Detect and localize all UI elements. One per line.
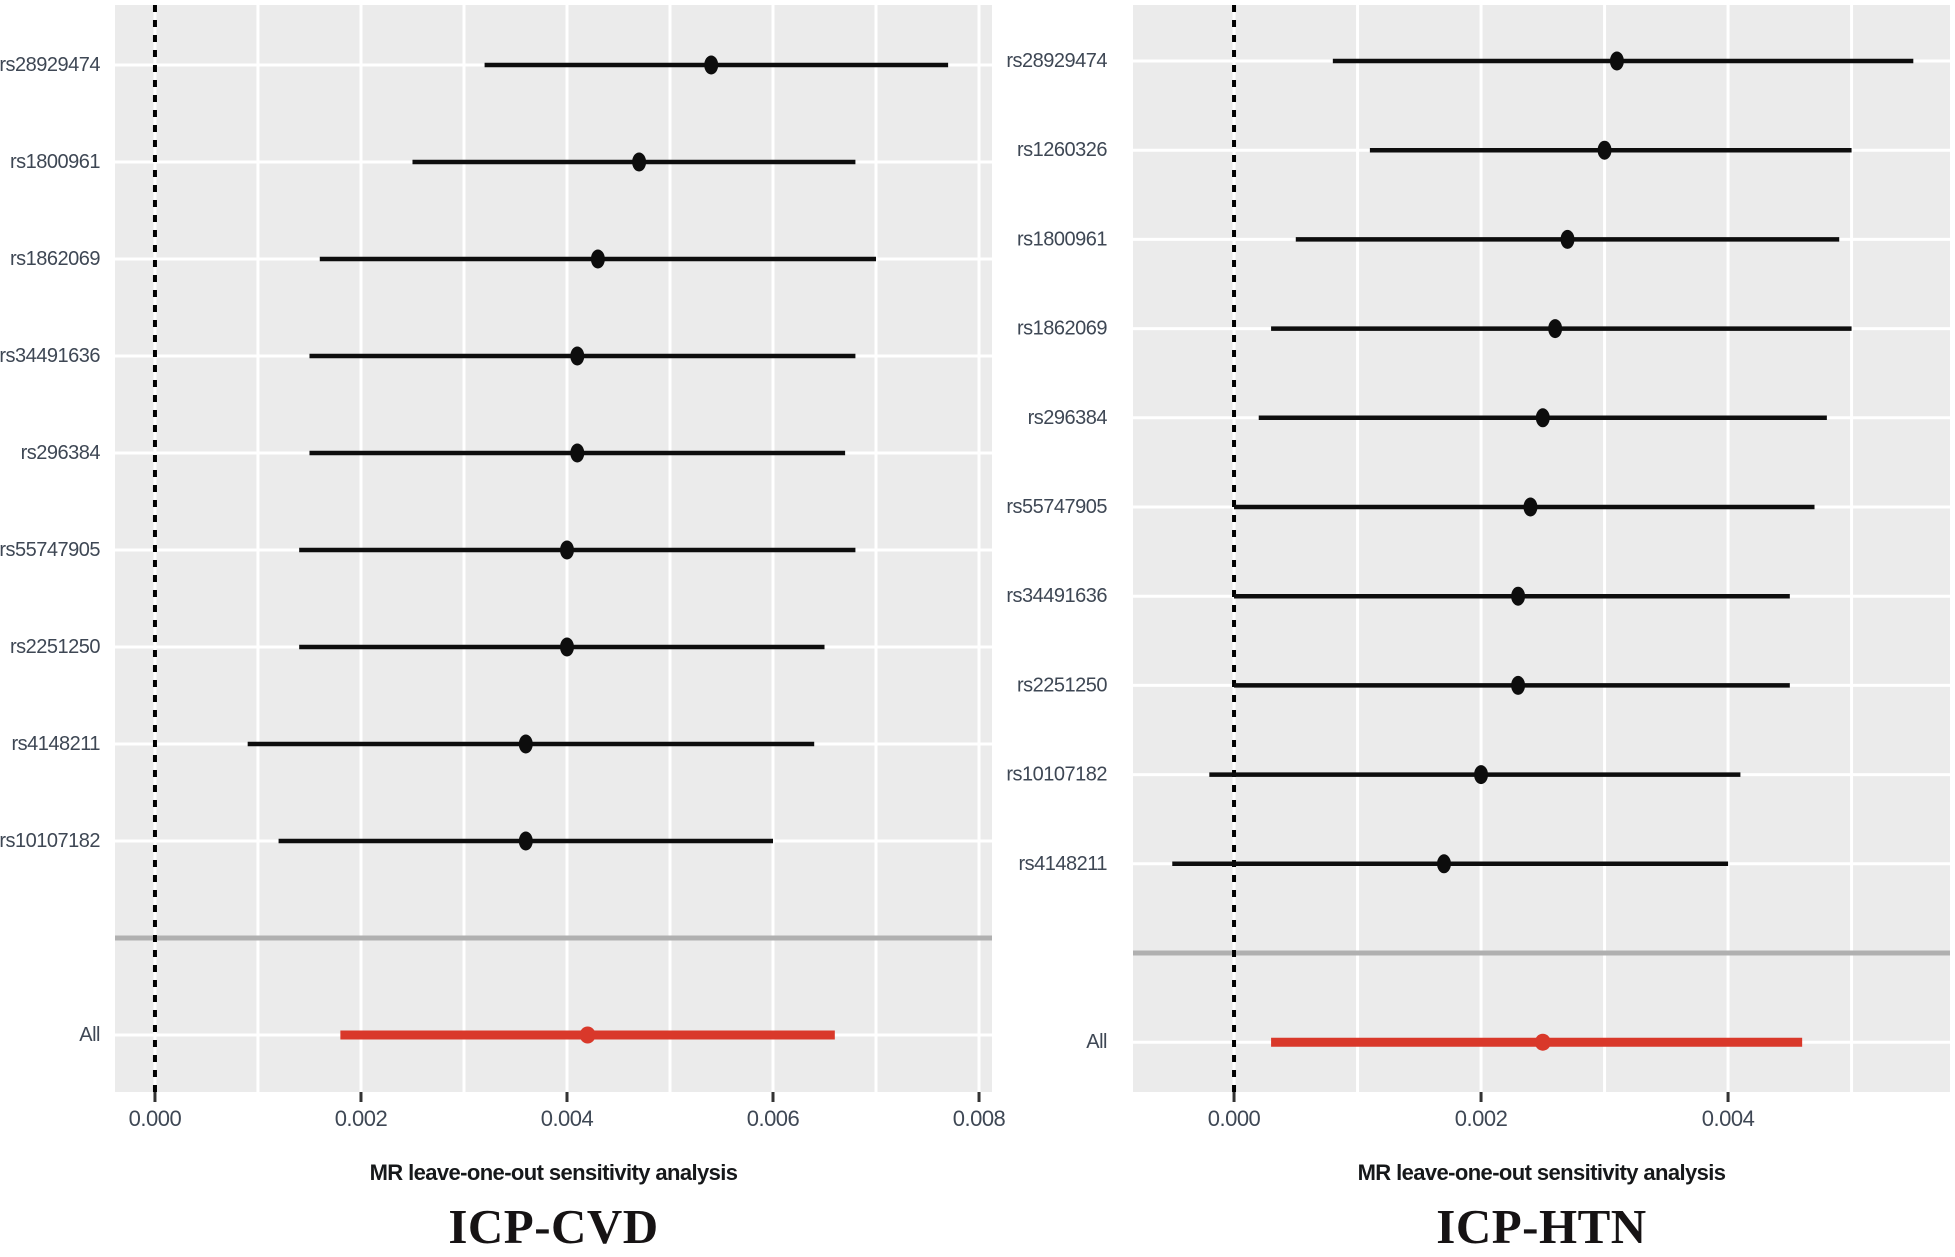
point-estimate-marker [518, 734, 533, 754]
point-estimate-marker [1523, 497, 1538, 517]
forest-row: rs2251250 [10, 636, 825, 658]
y-axis-label: rs1260326 [1017, 139, 1107, 161]
forest-row: rs1862069 [1017, 318, 1852, 340]
y-axis-label: rs10107182 [0, 830, 100, 852]
forest-row: rs28929474 [0, 54, 949, 76]
point-estimate-marker [1609, 51, 1624, 71]
forest-row: rs34491636 [0, 345, 856, 367]
y-axis-label: rs1800961 [10, 151, 100, 173]
y-axis-label: rs1800961 [1017, 228, 1107, 250]
x-tick-label: 0.000 [1208, 1106, 1261, 1131]
point-estimate-marker [518, 831, 533, 851]
x-tick-label: 0.006 [747, 1106, 800, 1131]
forest-row: rs34491636 [1006, 585, 1790, 607]
y-axis-label: rs55747905 [1006, 496, 1107, 518]
y-axis-label: rs10107182 [1006, 764, 1107, 786]
point-estimate-marker [559, 540, 574, 560]
y-axis-label: rs1862069 [1017, 318, 1107, 340]
forest-row: rs1800961 [10, 151, 856, 173]
y-axis-label: rs34491636 [0, 345, 100, 367]
forest-row: rs4148211 [1018, 853, 1729, 875]
y-axis-label: rs4148211 [11, 733, 100, 755]
forest-row: rs55747905 [0, 539, 856, 561]
point-estimate-marker [570, 443, 585, 463]
forest-row: rs296384 [21, 442, 846, 464]
forest-row: rs10107182 [1006, 764, 1741, 786]
panel-title-right: ICP-HTN [1436, 1199, 1647, 1254]
point-estimate-marker [559, 637, 574, 657]
x-tick-label: 0.004 [1702, 1106, 1755, 1131]
forest-row: rs55747905 [1006, 496, 1815, 518]
y-axis-label: rs28929474 [0, 54, 100, 76]
forest-row: rs4148211 [11, 733, 815, 755]
point-estimate-marker [1534, 1033, 1551, 1051]
y-axis-label: rs28929474 [1006, 50, 1107, 72]
x-axis-title-left: MR leave-one-out sensitivity analysis [369, 1160, 738, 1185]
y-axis-label: All [79, 1024, 100, 1046]
point-estimate-marker [1548, 319, 1563, 339]
forest-row: rs2251250 [1017, 674, 1790, 696]
point-estimate-marker [1436, 854, 1451, 874]
forest-panel: rs28929474 rs1260326 rs1800961 rs1862069 rs2… [1006, 5, 1950, 1131]
forest-row: rs1862069 [10, 248, 877, 270]
point-estimate-marker [1560, 229, 1575, 249]
forest-row: rs296384 [1028, 407, 1827, 429]
point-estimate-marker [1511, 586, 1526, 606]
forest-row: rs10107182 [0, 830, 774, 852]
point-estimate-marker [1474, 765, 1489, 785]
forest-panel: rs28929474 rs1800961 rs1862069 rs34491636 rs… [0, 5, 1006, 1131]
x-tick-label: 0.008 [953, 1106, 1006, 1131]
plot-panel [1133, 5, 1950, 1092]
forest-row: rs28929474 [1006, 50, 1914, 72]
y-axis-label: rs34491636 [1006, 585, 1107, 607]
point-estimate-marker [1511, 675, 1526, 695]
y-axis-label: rs1862069 [10, 248, 100, 270]
forest-row: rs1260326 [1017, 139, 1852, 161]
point-estimate-marker [1597, 140, 1612, 160]
point-estimate-marker [704, 55, 719, 75]
forest-row-all: All [79, 1024, 835, 1046]
x-tick-label: 0.002 [335, 1106, 388, 1131]
y-axis-label: rs2251250 [1017, 674, 1107, 696]
point-estimate-marker [1535, 408, 1550, 428]
y-axis-label: rs296384 [21, 442, 101, 464]
x-tick-label: 0.002 [1455, 1106, 1508, 1131]
x-axis-title-right: MR leave-one-out sensitivity analysis [1357, 1160, 1726, 1185]
x-tick-label: 0.000 [129, 1106, 182, 1131]
y-axis-label: rs296384 [1028, 407, 1108, 429]
x-tick-label: 0.004 [541, 1106, 594, 1131]
panel-title-left: ICP-CVD [448, 1199, 659, 1254]
y-axis-label: rs55747905 [0, 539, 100, 561]
point-estimate-marker [590, 249, 605, 269]
point-estimate-marker [570, 346, 585, 366]
forest-row-all: All [1086, 1031, 1803, 1053]
forest-row: rs1800961 [1017, 228, 1840, 250]
y-axis-label: rs4148211 [1018, 853, 1107, 875]
y-axis-label: rs2251250 [10, 636, 100, 658]
y-axis-label: All [1086, 1031, 1107, 1053]
point-estimate-marker [632, 152, 647, 172]
point-estimate-marker [579, 1026, 596, 1044]
